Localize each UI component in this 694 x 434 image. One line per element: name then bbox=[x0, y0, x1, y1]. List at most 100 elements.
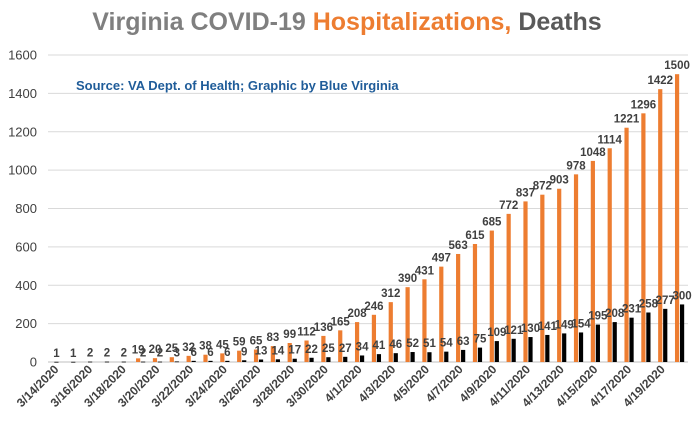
data-label-hospitalizations: 431 bbox=[415, 265, 435, 277]
data-label-deaths: 2 bbox=[104, 348, 110, 360]
data-label-hospitalizations: 978 bbox=[566, 160, 586, 172]
bar-hospitalizations bbox=[557, 188, 562, 362]
data-label-deaths: 2 bbox=[140, 348, 146, 360]
bar-hospitalizations bbox=[304, 340, 309, 362]
data-label-hospitalizations: 312 bbox=[381, 288, 400, 300]
bar-hospitalizations bbox=[321, 335, 326, 362]
data-label-hospitalizations: 837 bbox=[516, 187, 535, 199]
data-label-deaths: 9 bbox=[241, 346, 247, 358]
data-label-deaths: 154 bbox=[571, 318, 591, 330]
bar-deaths bbox=[275, 359, 280, 362]
bar-deaths bbox=[292, 358, 297, 362]
y-tick-label: 200 bbox=[15, 316, 37, 331]
bar-deaths bbox=[343, 356, 348, 362]
title-part-virginia: Virginia COVID-19 bbox=[92, 8, 313, 36]
data-label-hospitalizations: 1221 bbox=[614, 114, 640, 126]
bar-deaths bbox=[157, 361, 163, 363]
data-label-deaths: 2 bbox=[157, 348, 163, 360]
y-tick-label: 1200 bbox=[8, 124, 37, 139]
y-tick-label: 0 bbox=[30, 355, 37, 370]
bar-hospitalizations bbox=[354, 322, 360, 362]
bar-deaths bbox=[444, 351, 449, 362]
title-part-deaths: Deaths bbox=[511, 8, 602, 36]
data-label-hospitalizations: 772 bbox=[499, 200, 518, 212]
bar-deaths bbox=[528, 337, 533, 362]
bar-hospitalizations bbox=[658, 89, 663, 362]
bar-deaths bbox=[359, 355, 365, 362]
data-label-hospitalizations: 45 bbox=[216, 339, 229, 351]
data-label-deaths: 130 bbox=[521, 323, 540, 335]
bar-deaths bbox=[174, 361, 179, 363]
data-label-deaths: 17 bbox=[288, 345, 301, 357]
source-note: Source: VA Dept. of Health; Graphic by B… bbox=[76, 78, 399, 93]
y-tick-label: 400 bbox=[15, 278, 37, 293]
y-tick-label: 1400 bbox=[8, 86, 37, 101]
data-label-deaths: 6 bbox=[207, 347, 213, 359]
data-label-hospitalizations: 1500 bbox=[664, 60, 690, 72]
data-label-hospitalizations: 1114 bbox=[598, 134, 623, 146]
bar-hospitalizations bbox=[590, 160, 595, 362]
y-tick-label: 800 bbox=[15, 201, 37, 216]
data-label-hospitalizations: 903 bbox=[550, 175, 569, 187]
bar-hospitalizations bbox=[573, 174, 579, 362]
data-label-deaths: 141 bbox=[538, 321, 558, 333]
bar-hospitalizations bbox=[523, 201, 528, 362]
data-label-deaths: 41 bbox=[373, 340, 386, 352]
data-label-deaths: 54 bbox=[440, 338, 453, 350]
bar-deaths bbox=[477, 347, 483, 362]
data-label-hospitalizations: 165 bbox=[331, 316, 351, 328]
title-part-hospitalizations: Hospitalizations, bbox=[312, 8, 512, 36]
bar-deaths bbox=[663, 308, 668, 362]
data-label-hospitalizations: 25 bbox=[165, 343, 178, 355]
bar-deaths bbox=[629, 317, 634, 362]
bar-hospitalizations bbox=[607, 148, 612, 362]
data-label-hospitalizations: 208 bbox=[347, 308, 367, 320]
data-label-deaths: 3 bbox=[174, 347, 180, 359]
data-label-deaths: 121 bbox=[504, 325, 524, 337]
data-label-deaths: 149 bbox=[555, 319, 574, 331]
data-label-deaths: 22 bbox=[305, 344, 318, 356]
bar-deaths bbox=[646, 312, 651, 362]
data-label-hospitalizations: 19 bbox=[132, 344, 145, 356]
bar-deaths bbox=[595, 324, 600, 362]
y-tick-label: 1000 bbox=[8, 163, 37, 178]
data-label-hospitalizations: 1296 bbox=[631, 99, 657, 111]
bar-deaths bbox=[393, 353, 398, 362]
data-label-hospitalizations: 872 bbox=[533, 181, 552, 193]
bar-deaths bbox=[612, 322, 617, 362]
bar-hospitalizations bbox=[456, 253, 461, 362]
data-label-hospitalizations: 390 bbox=[398, 273, 417, 285]
data-label-deaths: 1 bbox=[70, 348, 77, 360]
data-label-hospitalizations: 246 bbox=[364, 301, 383, 313]
data-label-hospitalizations: 38 bbox=[199, 341, 212, 353]
bar-deaths bbox=[679, 304, 685, 362]
data-label-deaths: 13 bbox=[255, 346, 268, 358]
bar-hospitalizations bbox=[371, 314, 377, 362]
bar-hospitalizations bbox=[422, 279, 427, 362]
bar-deaths bbox=[71, 361, 76, 363]
data-label-hospitalizations: 59 bbox=[233, 337, 246, 349]
bar-deaths bbox=[461, 349, 466, 362]
bar-hospitalizations bbox=[152, 358, 158, 362]
data-label-hospitalizations: 136 bbox=[314, 322, 333, 334]
bar-hospitalizations bbox=[203, 354, 208, 362]
bar-hospitalizations bbox=[270, 346, 275, 362]
bar-hospitalizations bbox=[220, 353, 225, 362]
data-label-hospitalizations: 112 bbox=[297, 327, 316, 339]
bar-deaths bbox=[578, 332, 584, 362]
bar-hospitalizations bbox=[641, 113, 646, 362]
data-label-hospitalizations: 99 bbox=[283, 329, 296, 341]
bar-deaths bbox=[208, 360, 213, 362]
bar-hospitalizations bbox=[674, 74, 680, 362]
bar-deaths bbox=[494, 341, 499, 362]
bar-hospitalizations bbox=[624, 127, 629, 362]
bar-deaths bbox=[104, 361, 110, 363]
bar-hospitalizations bbox=[287, 343, 292, 362]
data-label-deaths: 27 bbox=[339, 343, 352, 355]
bar-deaths bbox=[326, 357, 331, 362]
bar-deaths bbox=[88, 361, 93, 363]
bar-deaths bbox=[225, 360, 230, 362]
bar-deaths bbox=[545, 334, 550, 362]
